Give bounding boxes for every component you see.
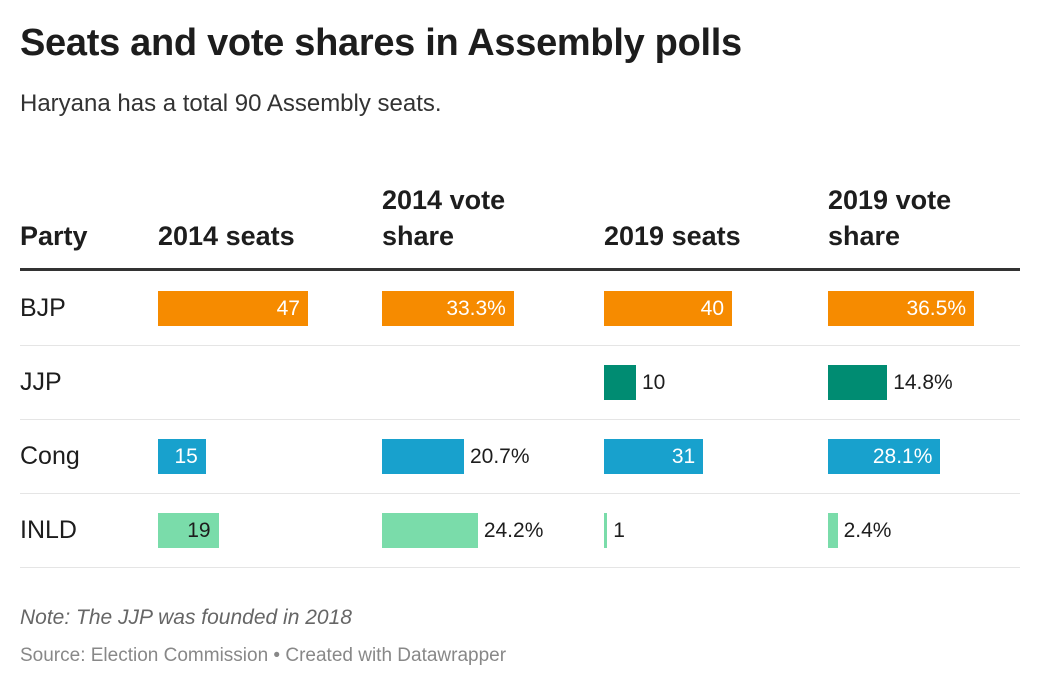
bar <box>382 439 464 474</box>
header-2014-vote-share: 2014 vote share <box>382 185 506 251</box>
value-label: 15 <box>174 445 198 468</box>
bar <box>604 365 636 400</box>
value-label: 14.8% <box>893 371 953 394</box>
bar <box>828 439 941 474</box>
value-label: 19 <box>187 519 211 542</box>
chart-note: Note: The JJP was founded in 2018 <box>20 606 352 629</box>
bar <box>604 439 704 474</box>
header-party: Party <box>20 221 88 251</box>
bar <box>158 439 206 474</box>
chart-subtitle: Haryana has a total 90 Assembly seats. <box>20 90 442 117</box>
bar <box>604 291 732 326</box>
bar <box>382 513 478 548</box>
bar <box>382 291 514 326</box>
table-row: INLD 19 24.2% 1 2.4% <box>20 493 1020 568</box>
bar <box>828 365 888 400</box>
value-label: 10 <box>642 371 666 394</box>
bar <box>604 513 608 548</box>
value-label: 40 <box>700 297 724 320</box>
value-label: 31 <box>671 445 696 468</box>
party-name: Cong <box>20 442 80 470</box>
bar <box>158 291 308 326</box>
header-2019-vote-share: 2019 vote share <box>828 185 952 251</box>
header-2019-seats: 2019 seats <box>604 221 741 251</box>
bar <box>828 291 974 326</box>
chart-title: Seats and vote shares in Assembly polls <box>20 22 742 64</box>
chart-source: Source: Election Commission • Created wi… <box>20 645 507 666</box>
value-label: 36.5% <box>906 297 966 320</box>
header-rule <box>20 268 1020 271</box>
table-row: JJP 10 14.8% <box>20 345 1020 420</box>
bar <box>828 513 838 548</box>
value-label: 20.7% <box>469 445 530 468</box>
party-name: JJP <box>20 368 62 396</box>
value-label: 1 <box>613 519 625 542</box>
value-label: 24.2% <box>483 519 544 542</box>
bar <box>158 513 219 548</box>
party-name: BJP <box>20 294 66 322</box>
value-label: 28.1% <box>872 445 933 468</box>
value-label: 2.4% <box>843 519 892 542</box>
header-2014-seats: 2014 seats <box>158 221 295 251</box>
value-label: 33.3% <box>446 297 506 320</box>
table-row: BJP 47 33.3% 40 36.5% <box>20 271 1020 346</box>
value-label: 47 <box>276 297 300 320</box>
party-name: INLD <box>20 516 77 544</box>
table-row: Cong 15 20.7% 31 28.1% <box>20 419 1020 494</box>
